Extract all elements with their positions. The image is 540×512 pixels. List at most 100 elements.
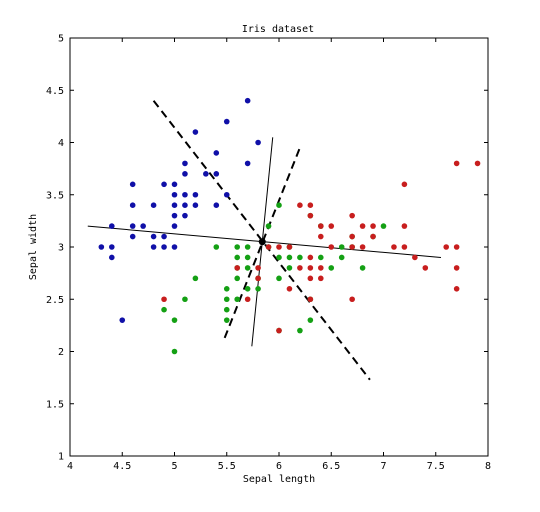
data-point — [349, 212, 355, 219]
data-point — [192, 191, 199, 198]
data-point — [182, 171, 188, 177]
data-point — [453, 265, 460, 271]
data-point — [244, 254, 251, 261]
data-point — [192, 129, 199, 135]
data-point — [213, 171, 220, 177]
data-point — [307, 317, 314, 323]
data-point — [171, 202, 178, 208]
y-tick-label: 3 — [58, 243, 64, 254]
data-point — [98, 244, 105, 250]
data-point — [223, 286, 230, 292]
x-axis-label: Sepal length — [243, 474, 315, 485]
data-point — [297, 265, 303, 271]
data-point — [223, 191, 230, 198]
x-tick-label: 4.5 — [113, 461, 131, 472]
data-point — [140, 223, 146, 229]
data-point — [359, 244, 366, 250]
data-point — [328, 223, 335, 229]
data-point — [161, 181, 167, 188]
data-point — [182, 160, 188, 167]
data-point — [244, 265, 251, 271]
data-point — [265, 244, 272, 250]
y-tick-label: 3.5 — [46, 190, 64, 201]
data-points — [98, 97, 481, 355]
x-tick-label: 4 — [67, 461, 73, 472]
data-point — [318, 223, 324, 229]
data-point — [234, 275, 240, 282]
data-point — [171, 191, 178, 198]
x-tick-label: 6 — [276, 461, 282, 472]
data-point — [150, 233, 157, 240]
y-axis: 1 1.5 2 2.5 3 3.5 4 4.5 5 — [46, 34, 488, 463]
x-tick-label: 5 — [171, 461, 177, 472]
data-point — [453, 244, 460, 250]
data-point — [150, 202, 157, 208]
data-point — [276, 244, 282, 250]
data-point — [244, 160, 251, 167]
data-point — [349, 233, 355, 240]
data-point — [192, 275, 199, 282]
data-point — [401, 244, 408, 250]
data-point — [338, 244, 345, 250]
data-point — [255, 275, 261, 282]
data-point — [234, 265, 240, 271]
data-point — [391, 244, 397, 250]
y-tick-label: 1 — [58, 452, 64, 463]
data-point — [129, 223, 136, 229]
data-point — [255, 139, 261, 146]
data-point — [150, 244, 157, 250]
data-point — [265, 223, 272, 229]
data-point — [307, 254, 314, 261]
y-tick-label: 1.5 — [46, 399, 64, 410]
data-point — [307, 265, 314, 271]
data-point — [307, 212, 314, 219]
data-point — [286, 244, 293, 250]
data-point — [255, 286, 261, 292]
data-point — [276, 202, 282, 208]
centroid — [258, 238, 266, 246]
data-point — [276, 254, 282, 261]
data-point — [255, 265, 261, 271]
y-tick-label: 4.5 — [46, 86, 64, 97]
data-point — [244, 244, 251, 250]
data-point — [244, 286, 251, 292]
data-point — [401, 181, 408, 188]
data-point — [370, 233, 376, 240]
data-point — [182, 296, 188, 303]
data-point — [453, 286, 460, 292]
data-point — [223, 306, 230, 313]
data-point — [223, 118, 230, 125]
data-point — [213, 202, 220, 208]
data-point — [129, 181, 136, 188]
data-point — [276, 327, 282, 334]
data-point — [171, 181, 178, 188]
data-point — [318, 254, 324, 261]
data-point — [171, 223, 178, 229]
data-point — [349, 244, 355, 250]
data-point — [244, 97, 251, 104]
data-point — [129, 202, 136, 208]
data-point — [328, 244, 335, 250]
x-axis: 4 4.5 5 5.5 6 6.5 7 7.5 8 — [67, 38, 491, 472]
data-point — [297, 327, 303, 334]
data-point — [234, 244, 240, 250]
data-point — [412, 254, 418, 261]
data-point — [129, 233, 136, 240]
data-point — [223, 317, 230, 323]
data-point — [328, 265, 335, 271]
data-point — [276, 275, 282, 282]
data-point — [286, 265, 293, 271]
data-point — [171, 212, 178, 219]
data-point — [171, 317, 178, 323]
data-point — [422, 265, 429, 271]
data-point — [307, 202, 314, 208]
data-point — [318, 265, 324, 271]
x-tick-label: 7 — [380, 461, 386, 472]
data-point — [297, 254, 303, 261]
data-point — [318, 233, 324, 240]
data-point — [161, 244, 167, 250]
data-point — [161, 233, 167, 240]
data-point — [213, 244, 220, 250]
data-point — [338, 254, 345, 261]
data-point — [349, 296, 355, 303]
